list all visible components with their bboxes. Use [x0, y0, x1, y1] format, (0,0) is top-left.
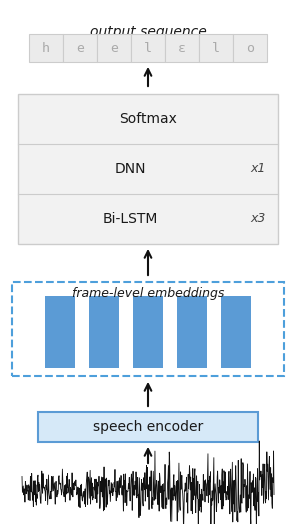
Text: Softmax: Softmax [119, 112, 177, 126]
Bar [97, 34, 131, 62]
Bar [131, 34, 165, 62]
Text: x1: x1 [250, 162, 266, 176]
Bar [199, 34, 233, 62]
Text: ε: ε [178, 41, 186, 54]
Text: x3: x3 [250, 213, 266, 225]
Text: speech encoder: speech encoder [93, 420, 203, 434]
Text: frame-level embeddings: frame-level embeddings [72, 288, 224, 300]
Bar [165, 34, 199, 62]
Text: h: h [42, 41, 50, 54]
Bar [233, 34, 267, 62]
Text: e: e [76, 41, 84, 54]
Bar [12, 282, 284, 376]
Bar [177, 296, 207, 368]
Bar [29, 34, 63, 62]
Bar [133, 296, 163, 368]
Text: DNN: DNN [114, 162, 146, 176]
Text: o: o [246, 41, 254, 54]
Text: e: e [110, 41, 118, 54]
Bar [45, 296, 75, 368]
Text: output sequence: output sequence [90, 25, 206, 39]
Bar [221, 296, 251, 368]
Bar [89, 296, 119, 368]
Bar [63, 34, 97, 62]
Bar [38, 412, 258, 442]
Bar [18, 94, 278, 244]
Text: Bi-LSTM: Bi-LSTM [102, 212, 158, 226]
Text: l: l [212, 41, 220, 54]
Text: l: l [144, 41, 152, 54]
